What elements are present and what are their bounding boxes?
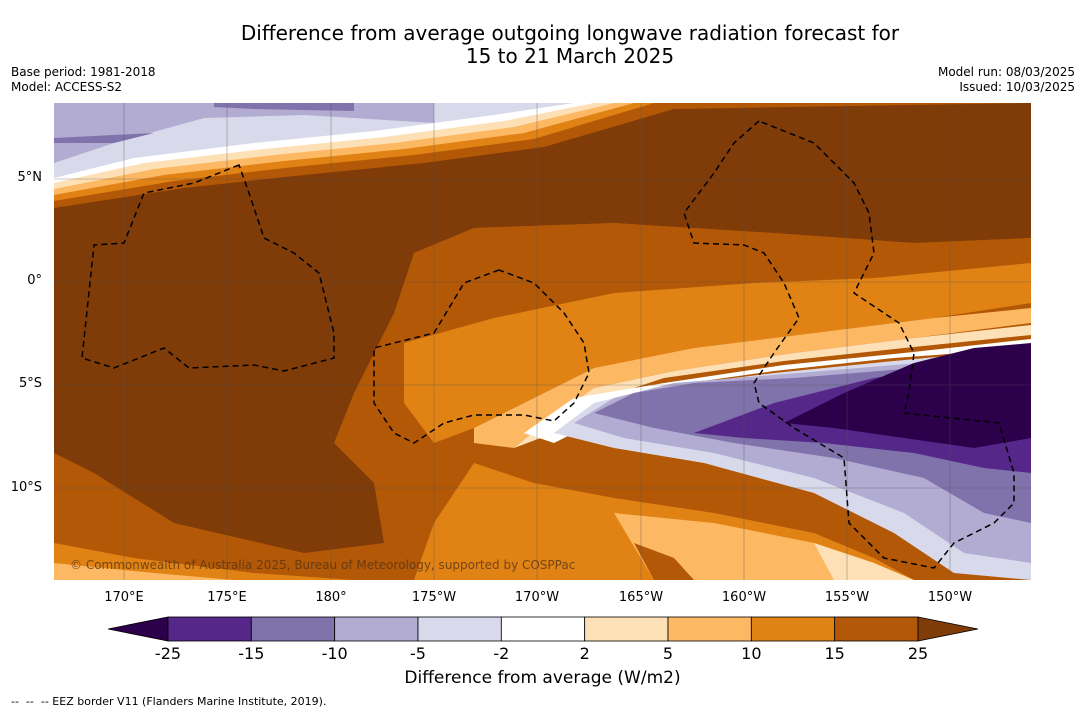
colorbar-segment <box>584 616 669 642</box>
band-minus25-east <box>784 343 1031 448</box>
base-period: Base period: 1981-2018 <box>11 65 156 79</box>
eez-border-east <box>683 120 1015 569</box>
lon-label-165w: 165°W <box>618 590 664 605</box>
colorbar-tick-label: -5 <box>410 644 426 663</box>
eez-legend-note: -- -- -- EEZ border V11 (Flanders Marine… <box>11 695 327 708</box>
colorbar-tick-label: -15 <box>238 644 265 663</box>
band-plus10-central <box>404 263 1031 443</box>
colorbar-tick-label: -25 <box>154 644 182 663</box>
eez-border-west <box>81 164 335 372</box>
lon-label-180: 180° <box>315 590 347 605</box>
colorbar-segment <box>500 616 586 642</box>
eez-borders <box>81 120 1015 569</box>
band-minus5-top <box>54 103 434 163</box>
colorbar-tick-label: 5 <box>662 644 674 663</box>
colorbar-segment <box>167 616 252 642</box>
meta-left: Base period: 1981-2018 Model: ACCESS-S2 <box>11 65 156 95</box>
colorbar-segment <box>834 616 919 642</box>
colorbar-arrow-low <box>108 616 169 642</box>
colorbar-segment <box>667 616 752 642</box>
colorbar-segment <box>250 616 336 642</box>
colorbar-arrow-high <box>917 616 978 642</box>
lat-label-5s: 5°S <box>18 376 42 391</box>
lon-label-160w: 160°W <box>721 590 767 605</box>
model-name: Model: ACCESS-S2 <box>11 80 123 94</box>
lat-label-5n: 5°N <box>17 170 43 185</box>
colorbar-segment <box>750 616 836 642</box>
meta-right: Model run: 08/03/2025 Issued: 10/03/2025 <box>938 65 1075 95</box>
lat-label-10s: 10°S <box>10 480 42 495</box>
lat-label-0: 0° <box>27 273 42 288</box>
map-panel <box>54 103 1031 580</box>
colorbar-tick-label: 2 <box>579 644 590 663</box>
lon-label-170w: 170°W <box>514 590 560 605</box>
issued-date: Issued: 10/03/2025 <box>959 80 1075 94</box>
colorbar-title: Difference from average (W/m2) <box>404 668 681 688</box>
title-line-1: Difference from average outgoing longwav… <box>240 21 900 45</box>
anomaly-map <box>54 103 1031 580</box>
lon-label-175w: 175°W <box>411 590 457 605</box>
lon-label-155w: 155°W <box>824 590 870 605</box>
map-title: Difference from average outgoing longwav… <box>0 22 1085 68</box>
colorbar-tick-label: 10 <box>741 644 762 663</box>
colorbar-tick-label: 15 <box>824 644 845 663</box>
colorbar-tick-label: -2 <box>493 644 510 663</box>
lon-label-170e: 170°E <box>104 590 144 605</box>
lon-label-175e: 175°E <box>207 590 247 605</box>
colorbar-tick-label: 25 <box>907 644 929 663</box>
band-plus25-west <box>54 103 1031 553</box>
copyright-watermark: © Commonwealth of Australia 2025, Bureau… <box>70 558 576 572</box>
colorbar-tick-label: -10 <box>321 644 348 663</box>
lon-label-150w: 150°W <box>927 590 973 605</box>
colorbar-segment <box>417 616 502 642</box>
model-run: Model run: 08/03/2025 <box>937 65 1075 79</box>
graticule <box>54 103 1031 580</box>
band-minus10-top <box>214 103 354 111</box>
eez-border-central <box>373 269 590 444</box>
colorbar <box>108 616 978 642</box>
colorbar-segment <box>334 616 419 642</box>
title-line-2: 15 to 21 March 2025 <box>465 44 675 68</box>
